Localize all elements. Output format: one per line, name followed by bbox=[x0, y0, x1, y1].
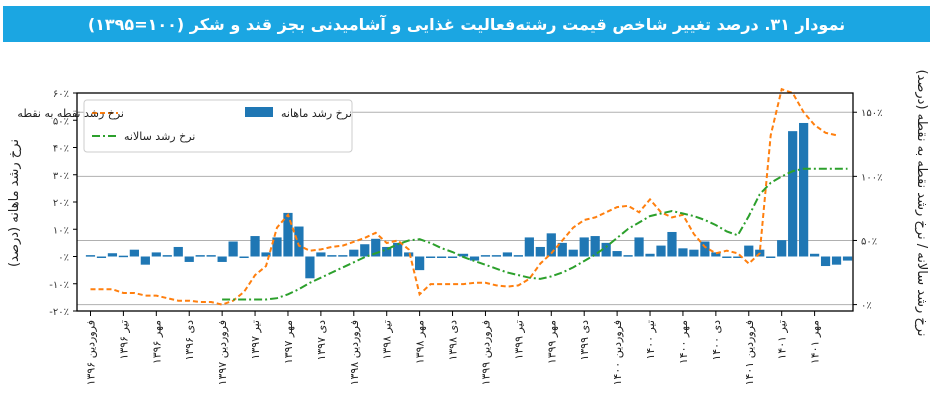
svg-text:۲۰٪: ۲۰٪ bbox=[53, 198, 69, 209]
svg-text:تیر ۱۳۹۷: تیر ۱۳۹۷ bbox=[249, 320, 262, 360]
svg-text:مهر ۱۴۰۱: مهر ۱۴۰۱ bbox=[809, 320, 822, 364]
svg-text:تیر ۱۴۰۰: تیر ۱۴۰۰ bbox=[644, 320, 657, 360]
left-axis-ticks: -۲۰٪ -۱۰٪ ۰٪ ۱۰٪ ۲۰٪ ۳۰٪ ۴۰٪ ۵۰٪ ۶۰٪ bbox=[49, 89, 77, 318]
svg-text:فروردین ۱۴۰۱: فروردین ۱۴۰۱ bbox=[743, 320, 756, 385]
svg-text:۶۰٪: ۶۰٪ bbox=[53, 89, 69, 100]
svg-text:دی ۱۳۹۸: دی ۱۳۹۸ bbox=[447, 320, 460, 361]
x-axis-ticks: فروردین ۱۳۹۶ تیر ۱۳۹۶ مهر ۱۳۹۶ دی ۱۳۹۶ فرورد… bbox=[84, 311, 822, 385]
svg-text:مهر ۱۳۹۶: مهر ۱۳۹۶ bbox=[150, 320, 163, 364]
legend: نرخ رشد نقطه به نقطه نرخ رشد ماهانه نرخ … bbox=[17, 99, 353, 153]
svg-text:-۲۰٪: -۲۰٪ bbox=[49, 307, 69, 318]
svg-text:-۱۰٪: -۱۰٪ bbox=[49, 280, 69, 291]
svg-text:نرخ رشد سالانه: نرخ رشد سالانه bbox=[124, 130, 195, 143]
svg-text:فروردین ۱۳۹۶: فروردین ۱۳۹۶ bbox=[84, 320, 97, 385]
svg-text:دی ۱۳۹۶: دی ۱۳۹۶ bbox=[183, 320, 196, 361]
svg-text:دی ۱۳۹۹: دی ۱۳۹۹ bbox=[578, 320, 591, 361]
svg-text:دی ۱۴۰۰: دی ۱۴۰۰ bbox=[710, 320, 723, 361]
svg-text:۱۰۰٪: ۱۰۰٪ bbox=[861, 172, 882, 183]
svg-text:۰٪: ۰٪ bbox=[861, 301, 872, 312]
svg-text:۱۵۰٪: ۱۵۰٪ bbox=[861, 108, 882, 119]
svg-text:۴۰٪: ۴۰٪ bbox=[53, 144, 69, 155]
svg-text:۰٪: ۰٪ bbox=[58, 253, 69, 264]
lines bbox=[90, 87, 848, 306]
svg-text:فروردین ۱۳۹۸: فروردین ۱۳۹۸ bbox=[348, 320, 361, 385]
svg-text:فروردین ۱۳۹۷: فروردین ۱۳۹۷ bbox=[216, 320, 229, 385]
svg-text:فروردین ۱۳۹۹: فروردین ۱۳۹۹ bbox=[479, 320, 492, 385]
svg-text:تیر ۱۳۹۸: تیر ۱۳۹۸ bbox=[381, 320, 394, 360]
svg-text:تیر ۱۳۹۹: تیر ۱۳۹۹ bbox=[512, 320, 525, 360]
svg-text:تیر ۱۳۹۶: تیر ۱۳۹۶ bbox=[117, 320, 130, 360]
svg-text:مهر ۱۴۰۰: مهر ۱۴۰۰ bbox=[677, 320, 690, 364]
svg-text:دی ۱۳۹۷: دی ۱۳۹۷ bbox=[315, 320, 328, 361]
svg-text:مهر ۱۳۹۸: مهر ۱۳۹۸ bbox=[414, 320, 427, 364]
svg-text:مهر ۱۳۹۷: مهر ۱۳۹۷ bbox=[282, 320, 295, 364]
svg-text:تیر ۱۴۰۱: تیر ۱۴۰۱ bbox=[776, 320, 789, 360]
svg-text:۳۰٪: ۳۰٪ bbox=[53, 171, 69, 182]
svg-text:فروردین ۱۴۰۰: فروردین ۱۴۰۰ bbox=[611, 320, 624, 385]
svg-text:مهر ۱۳۹۹: مهر ۱۳۹۹ bbox=[545, 320, 558, 364]
svg-text:۵۰٪: ۵۰٪ bbox=[53, 116, 69, 127]
svg-text:۵۰٪: ۵۰٪ bbox=[861, 236, 877, 247]
svg-text:نرخ رشد نقطه به نقطه: نرخ رشد نقطه به نقطه bbox=[17, 107, 124, 120]
left-axis-label: نرخ رشد ماهانه (درصد) bbox=[7, 139, 22, 267]
chart-title: نمودار ۳۱. درصد تغییر شاخص قیمت رشته‌فعا… bbox=[3, 6, 930, 42]
svg-text:نرخ رشد ماهانه: نرخ رشد ماهانه bbox=[281, 107, 352, 120]
right-axis-ticks: ۰٪ ۵۰٪ ۱۰۰٪ ۱۵۰٪ bbox=[853, 108, 882, 312]
right-axis-label: نرخ رشد سالانه / نرخ رشد نقطه به نقطه (د… bbox=[914, 69, 929, 336]
svg-text:۱۰٪: ۱۰٪ bbox=[53, 225, 69, 236]
